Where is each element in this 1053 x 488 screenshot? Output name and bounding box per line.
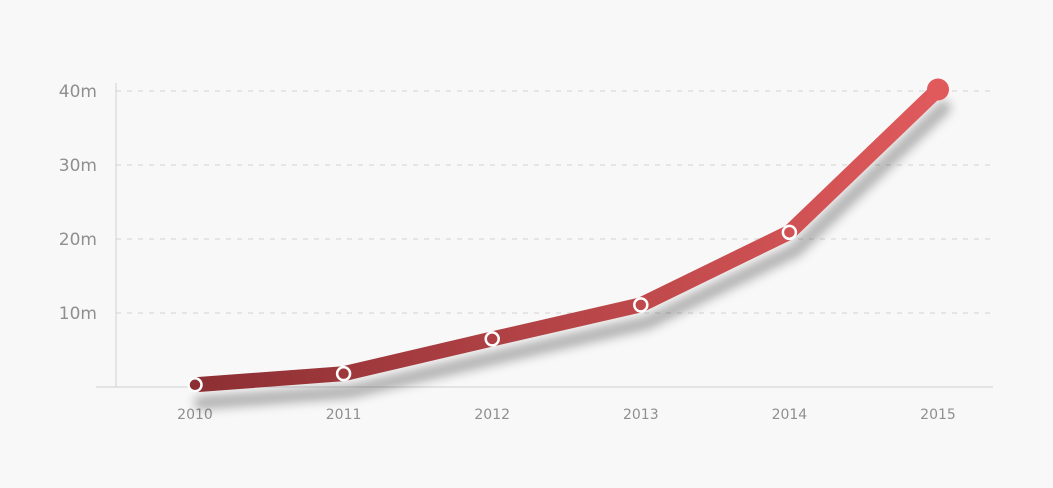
y-tick-label: 10m [59, 304, 97, 324]
x-tick-labels: 2010 2011 2012 2013 2014 2015 [177, 407, 956, 423]
data-point-2012 [484, 331, 500, 347]
y-tick-label: 30m [59, 156, 97, 176]
x-tick-label: 2015 [920, 407, 956, 423]
x-tick-label: 2012 [474, 407, 510, 423]
y-tick-label: 20m [59, 230, 97, 250]
x-tick-label: 2010 [177, 407, 213, 423]
x-tick-label: 2014 [772, 407, 808, 423]
y-tick-labels: 10m 20m 30m 40m [59, 82, 97, 324]
x-tick-label: 2011 [326, 407, 362, 423]
data-point-2014 [781, 224, 798, 241]
series-line-path [187, 82, 946, 393]
data-point-2013 [633, 297, 649, 313]
data-point-2015 [927, 78, 949, 101]
series-line [187, 82, 946, 393]
data-point-2010 [187, 377, 203, 393]
data-point-2011 [335, 365, 352, 382]
data-points [187, 78, 949, 393]
gridlines [116, 90, 993, 314]
y-tick-label: 40m [59, 82, 97, 102]
series-shadow [194, 100, 951, 410]
x-tick-label: 2013 [623, 407, 659, 423]
line-shadow [194, 100, 951, 410]
